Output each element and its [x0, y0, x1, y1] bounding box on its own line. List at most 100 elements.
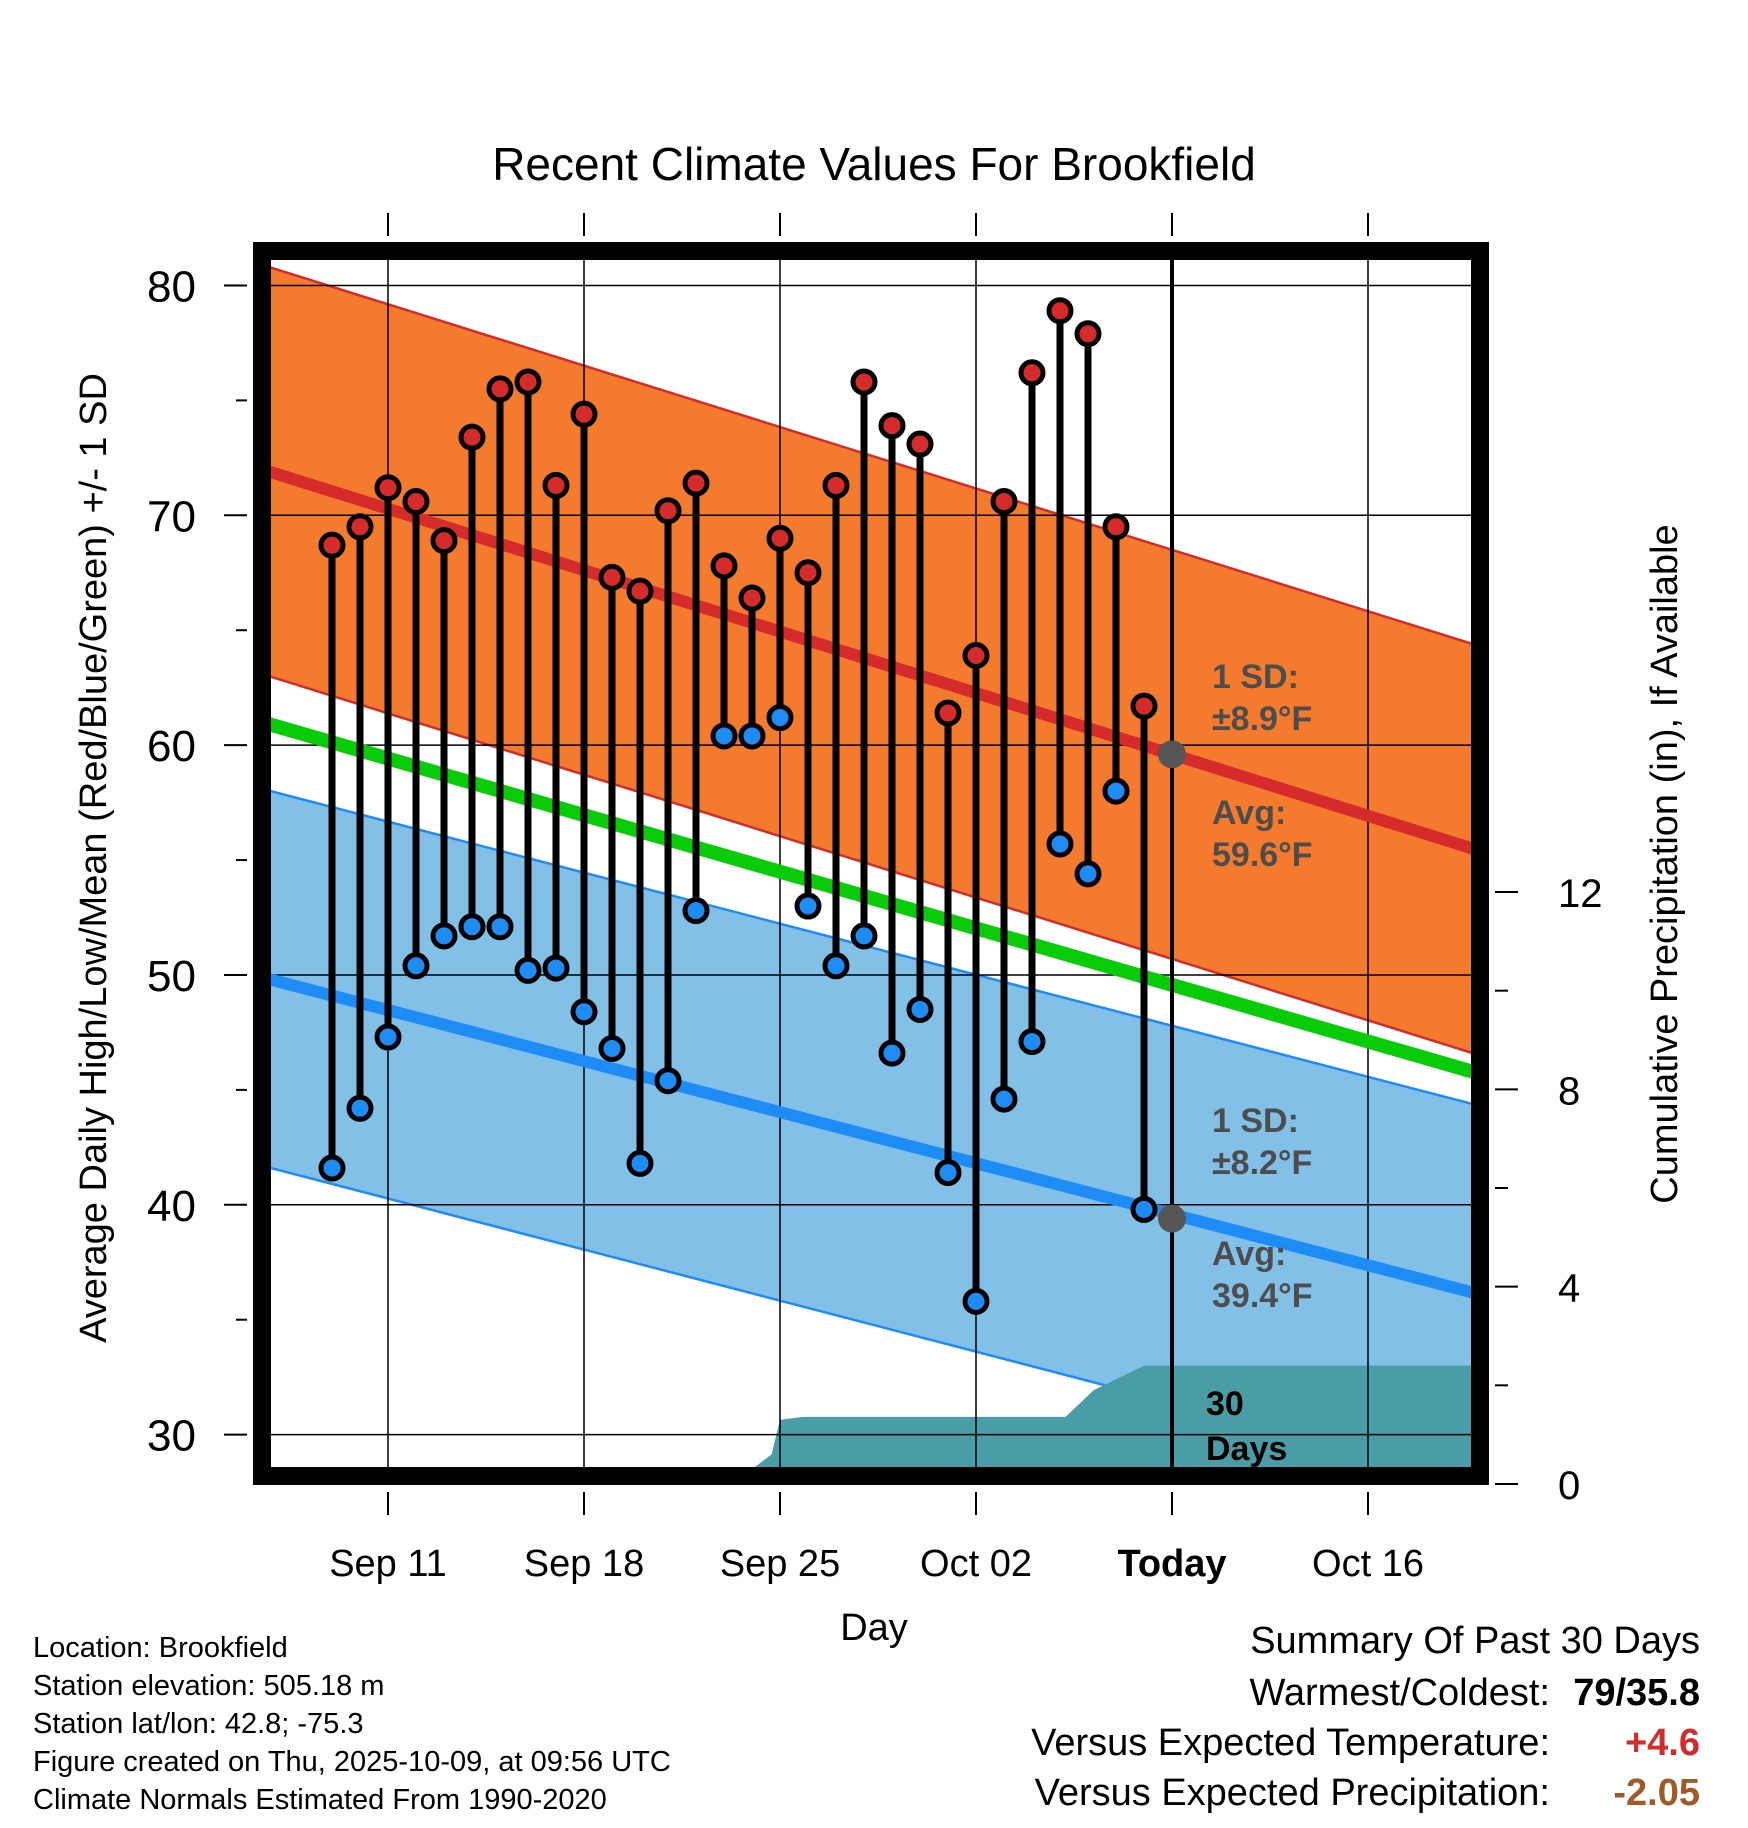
y2-tick-label: 0	[1558, 1464, 1580, 1508]
axis-titles: Day Average Daily High/Low/Mean (Red/Blu…	[73, 373, 1686, 1649]
daily-low-point	[486, 913, 514, 941]
x-tick-label: Today	[1117, 1543, 1226, 1585]
daily-low-point	[458, 913, 486, 941]
daily-low-point	[738, 722, 766, 750]
y-tick-label: 80	[147, 262, 196, 311]
daily-low-point	[346, 1094, 374, 1122]
daily-low-point	[542, 954, 570, 982]
y2-tick-label: 8	[1558, 1069, 1580, 1113]
daily-high-point	[766, 524, 794, 552]
daily-high-point	[1102, 513, 1130, 541]
daily-high-point	[794, 559, 822, 587]
daily-high-point	[822, 471, 850, 499]
daily-high-point	[1074, 320, 1102, 348]
x-tick-label: Sep 11	[329, 1543, 447, 1585]
summary-temp: Versus Expected Temperature: +4.6	[1031, 1722, 1700, 1765]
daily-low-point	[402, 952, 430, 980]
daily-high-point	[934, 699, 962, 727]
today-avg-high-marker	[1158, 740, 1186, 769]
daily-low-point	[990, 1085, 1018, 1113]
figure-created: Figure created on Thu, 2025-10-09, at 09…	[33, 1746, 671, 1778]
precip-anomaly-value: -2.05	[1613, 1772, 1700, 1814]
daily-high-point	[1018, 359, 1046, 387]
daily-high-point	[710, 552, 738, 580]
daily-high-point	[654, 497, 682, 525]
low-avg-label: Avg:	[1212, 1235, 1286, 1273]
high-sd-label: 1 SD:	[1212, 658, 1299, 696]
summary-title: Summary Of Past 30 Days	[1250, 1620, 1700, 1662]
temp-anomaly-value: +4.6	[1624, 1722, 1700, 1764]
daily-high-point	[486, 375, 514, 403]
temp-anomaly-label: Versus Expected Temperature:	[1031, 1722, 1550, 1764]
annotations: 1 SD: ±8.9°F Avg: 59.6°F 1 SD: ±8.2°F Av…	[1206, 658, 1313, 1468]
daily-values	[318, 297, 1158, 1315]
daily-high-point	[682, 469, 710, 497]
precip-anomaly-label: Versus Expected Precipitation:	[1034, 1772, 1550, 1814]
y2-axis-title: Cumulative Precipitation (in), If Availa…	[1644, 524, 1686, 1203]
daily-high-point	[1046, 297, 1074, 325]
daily-low-point	[934, 1159, 962, 1187]
daily-high-point	[542, 471, 570, 499]
precip-area	[742, 1365, 1480, 1476]
warm-cold-label: Warmest/Coldest:	[1249, 1672, 1550, 1714]
daily-high-point	[374, 474, 402, 502]
plot-frame	[253, 242, 1489, 1485]
axes: Sep 11 Sep 18 Sep 25 Oct 02 Today Oct 1630405…	[147, 213, 1603, 1585]
daily-high-point	[318, 531, 346, 559]
station-location: Location: Brookfield	[33, 1632, 288, 1664]
daily-low-point	[962, 1287, 990, 1315]
daily-high-point	[738, 584, 766, 612]
daily-low-point	[318, 1154, 346, 1182]
low-sd-value: ±8.2°F	[1212, 1144, 1312, 1182]
y-tick-label: 70	[147, 492, 196, 541]
today-avg-low-marker	[1158, 1204, 1186, 1233]
x-tick-label: Sep 18	[524, 1543, 644, 1585]
normal-mean-line	[260, 715, 1482, 1081]
daily-low-point	[374, 1023, 402, 1051]
x-axis-title: Day	[840, 1607, 908, 1649]
daily-low-point	[626, 1149, 654, 1177]
daily-low-point	[710, 722, 738, 750]
daily-high-point	[514, 368, 542, 396]
daily-low-point	[794, 892, 822, 920]
daily-low-point	[1102, 777, 1130, 805]
daily-low-point	[682, 897, 710, 925]
daily-high-point	[598, 563, 626, 591]
station-info: Location: Brookfield Station elevation: …	[33, 1629, 671, 1819]
y-tick-label: 50	[147, 952, 196, 1001]
window-number: 30	[1206, 1385, 1244, 1423]
warm-cold-value: 79/35.8	[1573, 1672, 1700, 1714]
y-tick-label: 30	[147, 1412, 196, 1461]
daily-low-point	[430, 922, 458, 950]
daily-high-point	[1130, 692, 1158, 720]
summary-warm-cold: Warmest/Coldest: 79/35.8	[1249, 1672, 1700, 1715]
high-band-lower-edge	[262, 672, 1480, 1057]
y2-tick-label: 12	[1558, 872, 1603, 916]
y2-tick-label: 4	[1558, 1267, 1580, 1311]
low-sd-label: 1 SD:	[1212, 1102, 1299, 1140]
y-axis-title: Average Daily High/Low/Mean (Red/Blue/Gr…	[73, 373, 115, 1343]
x-tick-label: Oct 02	[920, 1543, 1032, 1585]
daily-low-point	[1018, 1028, 1046, 1056]
daily-low-point	[878, 1039, 906, 1067]
daily-low-point	[514, 956, 542, 984]
daily-low-point	[822, 952, 850, 980]
daily-low-point	[1130, 1195, 1158, 1223]
daily-high-point	[570, 400, 598, 428]
high-band-upper-edge	[262, 263, 1480, 648]
daily-low-point	[1074, 860, 1102, 888]
daily-low-point	[598, 1035, 626, 1063]
daily-high-point	[850, 368, 878, 396]
daily-high-point	[346, 513, 374, 541]
daily-high-point	[990, 488, 1018, 516]
summary-precip: Versus Expected Precipitation: -2.05	[1035, 1772, 1700, 1815]
daily-low-point	[654, 1067, 682, 1095]
daily-high-point	[906, 430, 934, 458]
daily-high-point	[962, 642, 990, 670]
daily-high-point	[430, 527, 458, 555]
today-average-markers	[1158, 740, 1186, 1233]
station-latlon: Station lat/lon: 42.8; -75.3	[33, 1708, 364, 1740]
daily-low-point	[1046, 830, 1074, 858]
x-tick-label: Sep 25	[720, 1543, 840, 1585]
